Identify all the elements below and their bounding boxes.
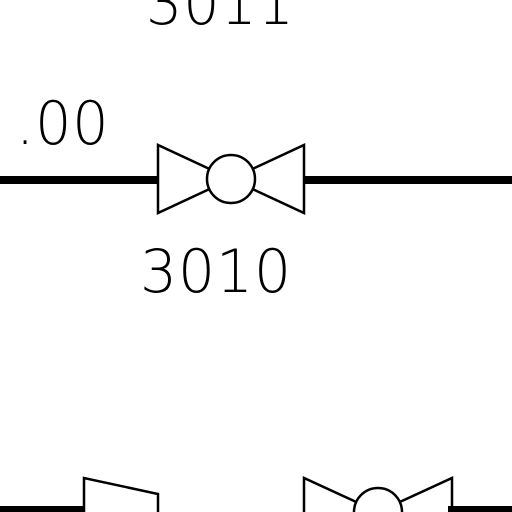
valve-tag-3010: 3010 <box>140 237 293 307</box>
gate-valve-symbol <box>156 143 306 215</box>
valve-tag-3011: 3011 <box>146 0 295 39</box>
gate-valve-lower-symbol <box>302 476 454 512</box>
reducer-fitting-symbol <box>82 476 160 512</box>
dimension-label: .00 <box>16 89 110 159</box>
